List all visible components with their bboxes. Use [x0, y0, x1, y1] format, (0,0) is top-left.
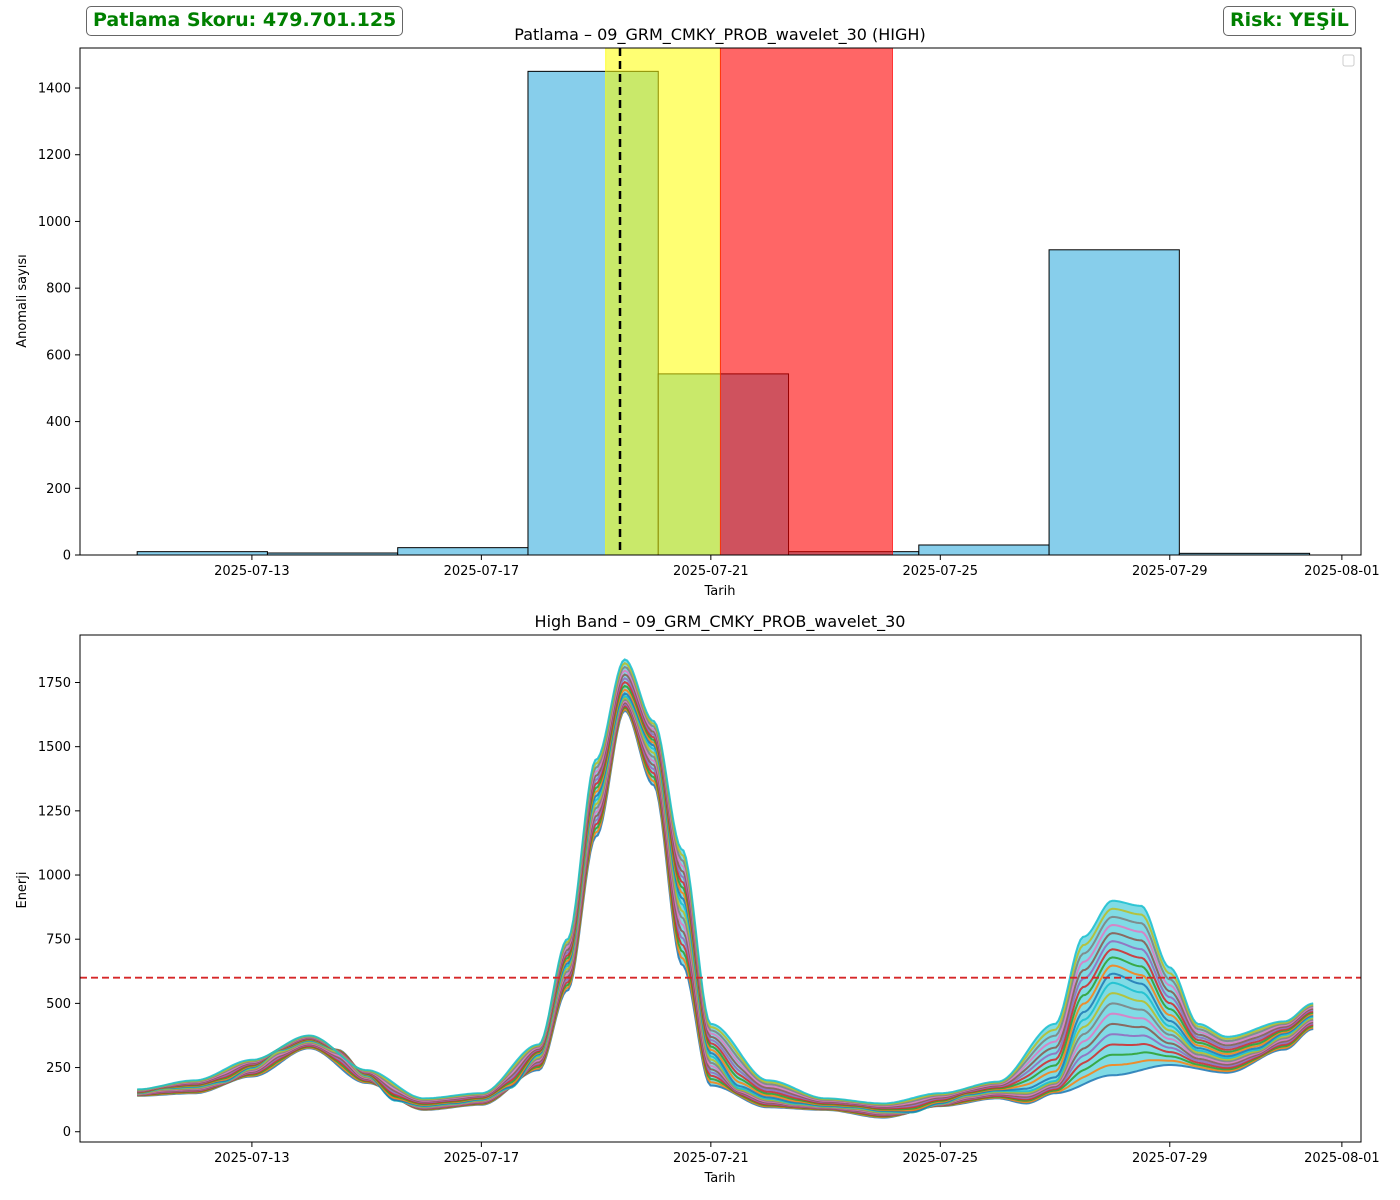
histogram-bar [136, 551, 268, 555]
y-tick-label: 600 [46, 348, 71, 363]
y-tick-label: 750 [46, 933, 71, 948]
x-tick-label: 2025-07-25 [903, 564, 979, 579]
y-tick-label: 800 [46, 282, 71, 297]
score-badge: Patlama Skoru: 479.701.125 [86, 6, 404, 36]
y-tick-label: 400 [46, 415, 71, 430]
energy-marks [80, 658, 1361, 1119]
y-tick-label: 200 [46, 482, 71, 497]
energy-series-line [137, 699, 1314, 1115]
histogram-y-axis-label: Anomali sayısı [15, 254, 30, 348]
risk-badge: Risk: YEŞİL [1223, 6, 1356, 36]
x-tick-label: 2025-07-29 [1132, 1151, 1208, 1166]
histogram-bar [397, 547, 529, 555]
histogram-frame [79, 47, 1362, 556]
histogram-bar [918, 544, 1050, 555]
x-tick-label: 2025-07-21 [673, 1151, 749, 1166]
histogram-marks [136, 48, 1311, 555]
histogram-title: Patlama – 09_GRM_CMKY_PROB_wavelet_30 (H… [514, 25, 925, 45]
energy-series-line [137, 707, 1314, 1118]
y-tick-label: 1000 [38, 869, 71, 884]
y-tick-label: 0 [63, 549, 71, 564]
x-tick-label: 2025-07-21 [673, 564, 749, 579]
energy-x-axis-label: Tarih [704, 1171, 736, 1186]
y-tick-label: 1500 [38, 740, 71, 755]
y-tick-label: 500 [46, 997, 71, 1012]
histogram-bar [1048, 249, 1180, 555]
histogram-plot-area: 2025-07-13 2025-07-17 2025-07-21 2025-07-25… [38, 47, 1380, 579]
x-tick-label: 2025-07-17 [444, 1151, 520, 1166]
red-risk-window [719, 48, 894, 555]
histogram-chart: Patlama – 09_GRM_CMKY_PROB_wavelet_30 (H… [15, 25, 1380, 599]
legend-box [1342, 54, 1355, 67]
y-tick-label: 0 [63, 1125, 71, 1140]
y-tick-label: 1200 [38, 148, 71, 163]
x-tick-label: 2025-07-13 [214, 1151, 290, 1166]
energy-series-line [137, 658, 1314, 1105]
x-tick-label: 2025-08-01 [1304, 564, 1380, 579]
energy-series-line [137, 706, 1314, 1118]
x-tick-label: 2025-07-29 [1132, 564, 1208, 579]
x-tick-label: 2025-07-25 [903, 1151, 979, 1166]
energy-series-line [137, 701, 1314, 1116]
x-tick-label: 2025-08-01 [1304, 1151, 1380, 1166]
energy-frame [79, 634, 1362, 1143]
y-tick-label: 1750 [38, 676, 71, 691]
energy-chart-title: High Band – 09_GRM_CMKY_PROB_wavelet_30 [535, 612, 906, 632]
y-tick-label: 1250 [38, 804, 71, 819]
y-tick-label: 1400 [38, 82, 71, 97]
energy-series-line [137, 702, 1314, 1116]
energy-plot-area: 2025-07-13 2025-07-17 2025-07-21 2025-07-25… [38, 634, 1380, 1166]
x-tick-label: 2025-07-13 [214, 564, 290, 579]
energy-y-axis-label: Enerji [15, 871, 30, 908]
y-tick-label: 250 [46, 1061, 71, 1076]
energy-line-chart: High Band – 09_GRM_CMKY_PROB_wavelet_30 … [15, 612, 1380, 1186]
histogram-x-axis-label: Tarih [704, 584, 736, 599]
energy-series-line [137, 704, 1314, 1117]
yellow-risk-window [605, 48, 721, 555]
x-tick-label: 2025-07-17 [444, 564, 520, 579]
y-tick-label: 1000 [38, 215, 71, 230]
